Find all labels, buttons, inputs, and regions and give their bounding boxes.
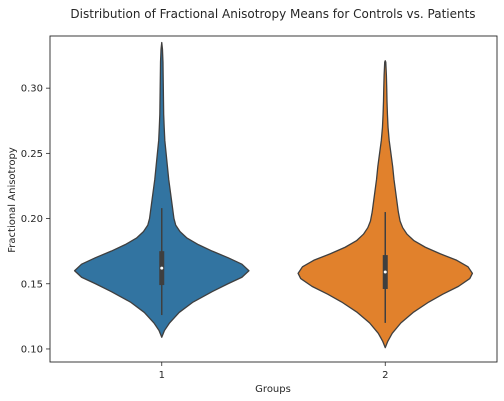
plot-frame	[49, 35, 498, 363]
violin-body-group-1	[73, 41, 250, 338]
median-point-group-2	[383, 270, 387, 274]
chart-title: Distribution of Fractional Anisotropy Me…	[70, 7, 475, 21]
x-tick-label: 2	[382, 370, 388, 381]
y-tick-label: 0.25	[21, 149, 43, 160]
y-tick-label: 0.10	[21, 344, 43, 355]
y-tick-label: 0.20	[21, 214, 43, 225]
plot-area: 0.10 0.15 0.20 0.25 0.30 1 2	[21, 35, 498, 381]
y-tick-label: 0.30	[21, 84, 43, 95]
median-point-group-1	[160, 266, 164, 270]
x-axis-label: Groups	[255, 384, 291, 395]
x-tick-label: 1	[159, 370, 165, 381]
violin-body-group-2	[297, 60, 474, 349]
y-axis-label: Fractional Anisotropy	[7, 147, 18, 253]
y-tick-label: 0.15	[21, 279, 43, 290]
